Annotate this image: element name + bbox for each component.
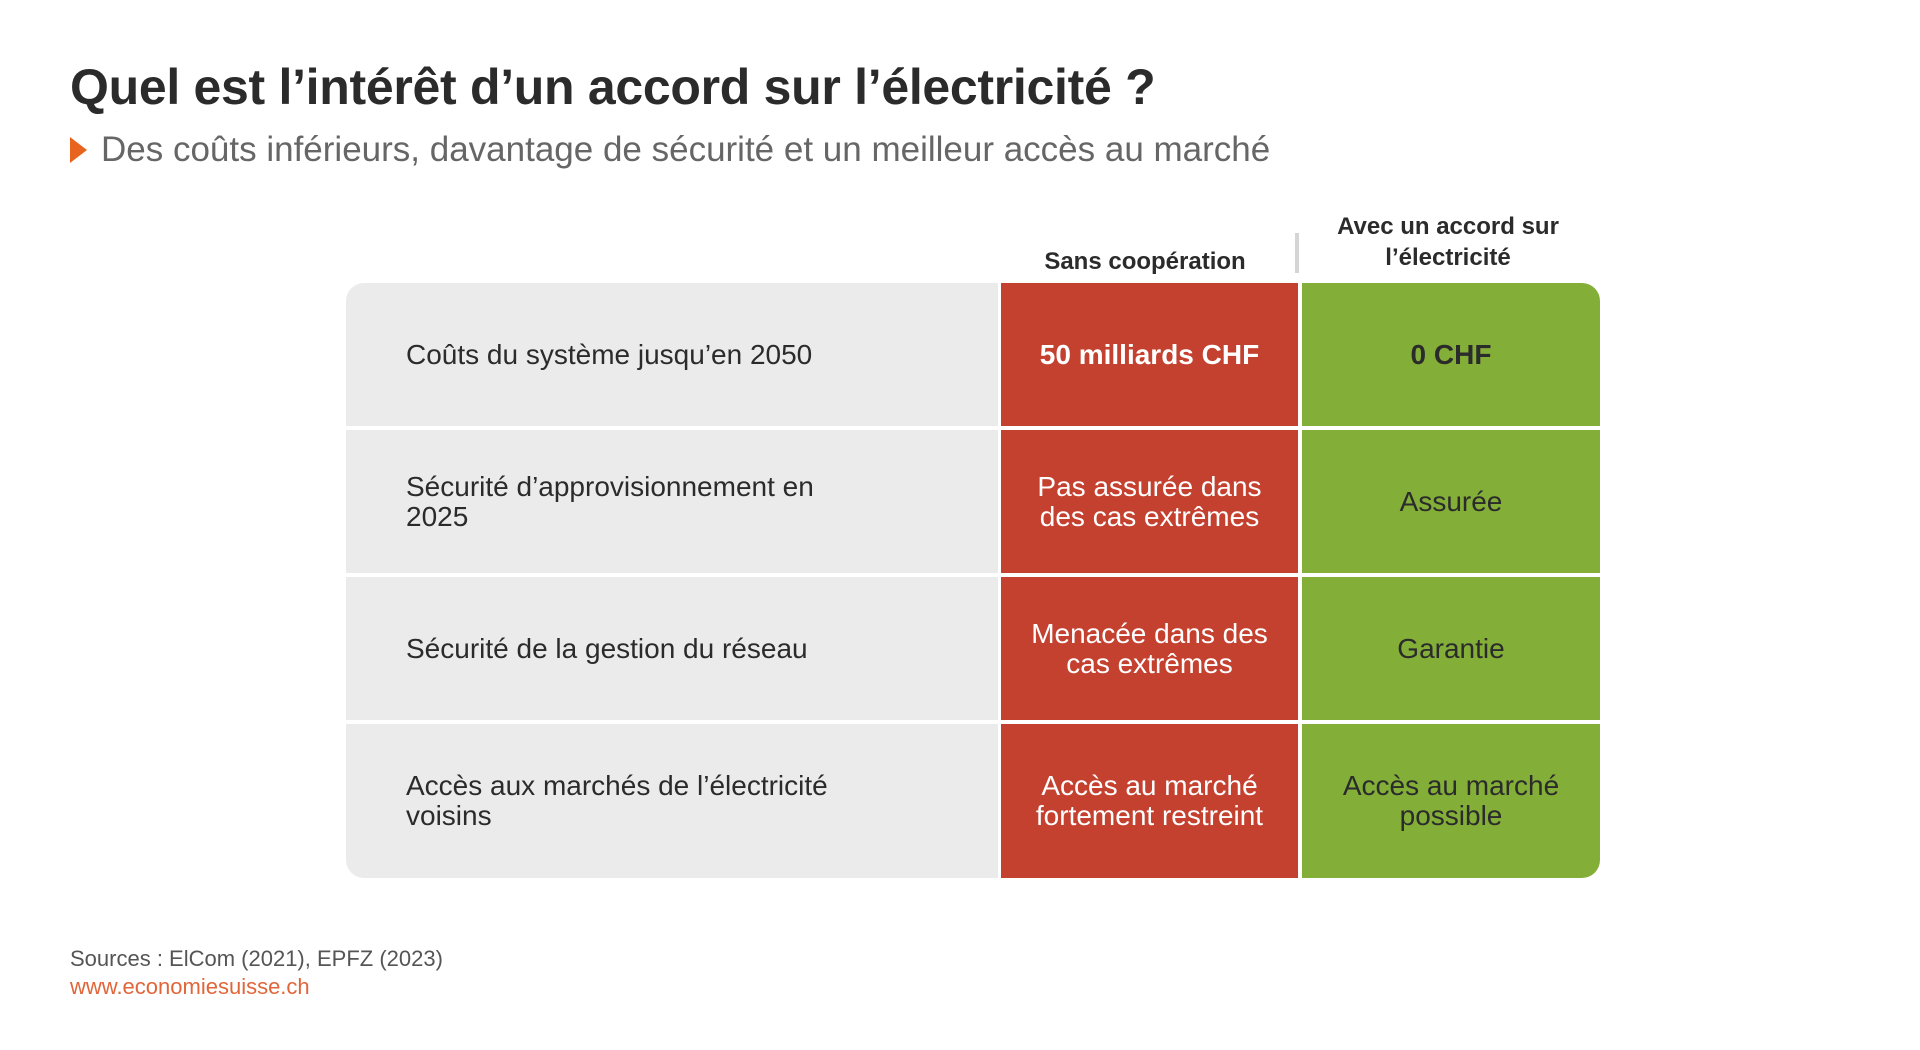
chart-subtitle: Des coûts inférieurs, davantage de sécur… (70, 130, 1270, 170)
sans-cooperation-value: Menacée dans des cas extrêmes (1031, 617, 1268, 679)
table-row: Sécurité de la gestion du réseau Menacée… (346, 577, 1600, 720)
sans-cooperation-cell: Accès au marché fortement restreint (1001, 724, 1298, 878)
avec-accord-cell: Garantie (1302, 577, 1600, 720)
sans-cooperation-value: Accès au marché fortement restreint (1035, 770, 1264, 831)
triangle-right-icon (70, 137, 87, 163)
sans-cooperation-value: Pas assurée dans des cas extrêmes (1037, 470, 1262, 532)
chart-title: Quel est l’intérêt d’un accord sur l’éle… (70, 59, 1156, 115)
row-label: Coûts du système jusqu’en 2050 (406, 338, 813, 370)
row-label: Accès aux marchés de l’électricité voisi… (406, 770, 828, 831)
row-label: Sécurité de la gestion du réseau (406, 632, 808, 664)
row-label-cell: Coûts du système jusqu’en 2050 (346, 283, 998, 426)
row-label: Sécurité d’approvisionnement en 2025 (406, 470, 814, 532)
table-row: Sécurité d’approvisionnement en 2025 Pas… (346, 430, 1600, 573)
avec-accord-cell: Accès au marché possible (1302, 724, 1600, 878)
avec-accord-cell: 0 CHF (1302, 283, 1600, 426)
row-label-cell: Accès aux marchés de l’électricité voisi… (346, 724, 998, 878)
sans-cooperation-cell: Pas assurée dans des cas extrêmes (1001, 430, 1298, 573)
row-label-cell: Sécurité d’approvisionnement en 2025 (346, 430, 998, 573)
column-header-separator (1295, 233, 1299, 273)
sans-cooperation-cell: 50 milliards CHF (1001, 283, 1298, 426)
avec-accord-value: Garantie (1397, 632, 1505, 664)
column-header-avec-accord: Avec un accord sur l’électricité (1337, 213, 1559, 271)
avec-accord-value: Accès au marché possible (1342, 770, 1560, 831)
comparison-table: Coûts du système jusqu’en 2050 50 millia… (346, 283, 1600, 878)
subtitle-text: Des coûts inférieurs, davantage de sécur… (101, 130, 1271, 169)
table-row: Accès aux marchés de l’électricité voisi… (346, 724, 1600, 878)
avec-accord-value: 0 CHF (1410, 338, 1492, 370)
sans-cooperation-value: 50 milliards CHF (1039, 338, 1260, 370)
website-link[interactable]: www.economiesuisse.ch (70, 974, 310, 999)
row-label-cell: Sécurité de la gestion du réseau (346, 577, 998, 720)
column-header-sans-cooperation: Sans coopération (1044, 248, 1246, 275)
sources-note: Sources : ElCom (2021), EPFZ (2023) (70, 946, 443, 971)
sans-cooperation-cell: Menacée dans des cas extrêmes (1001, 577, 1298, 720)
avec-accord-value: Assurée (1399, 485, 1503, 517)
avec-accord-cell: Assurée (1302, 430, 1600, 573)
table-row: Coûts du système jusqu’en 2050 50 millia… (346, 283, 1600, 426)
